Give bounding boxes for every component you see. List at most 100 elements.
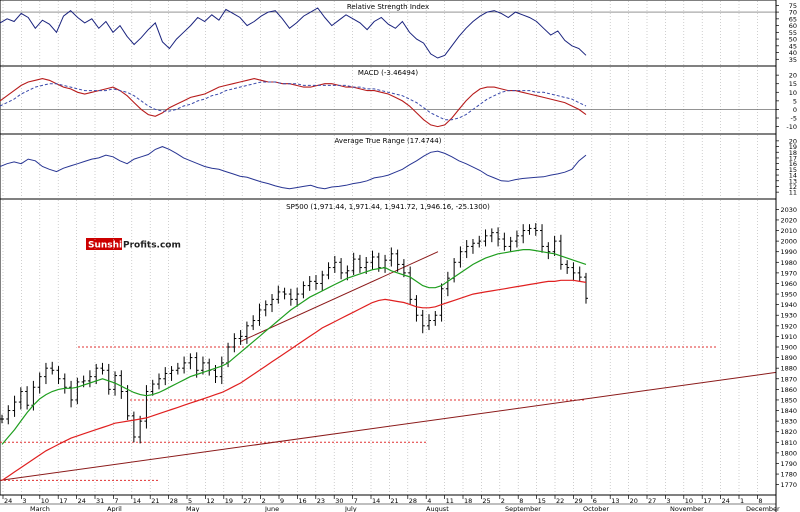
x-tick-label: 6: [593, 497, 597, 505]
x-month-label: August: [426, 505, 449, 512]
y-tick-label: 2000: [780, 238, 797, 246]
price-title: SP500 (1,971.44, 1,971.44, 1,941.72, 1,9…: [286, 203, 490, 211]
y-tick-label: -10: [786, 123, 797, 131]
y-tick-label: 1790: [780, 460, 797, 468]
x-month-label: December: [746, 505, 780, 512]
y-tick-label: 2010: [780, 227, 797, 235]
y-tick-label: 55: [789, 29, 797, 37]
y-tick-label: 1820: [780, 428, 797, 436]
x-axis: 24 3 10 17 24 31 7 14 21 28 5 12 19 27 2 9 16 23 30 7 14 21 28…: [0, 495, 780, 512]
y-tick-label: 5: [793, 97, 797, 105]
x-tick-label: 27: [648, 497, 656, 505]
logo-text-part2: Profits.com: [123, 241, 181, 251]
y-tick-label: 1950: [780, 291, 797, 299]
y-tick-label: 45: [789, 42, 797, 50]
y-tick-label: 20: [789, 72, 797, 80]
y-tick-label: 1780: [780, 471, 797, 479]
macd-pane-frame: [0, 65, 777, 135]
x-tick-label: 7: [114, 497, 118, 505]
x-tick-label: 23: [317, 497, 325, 505]
y-tick-label: 35: [789, 56, 797, 64]
y-tick-label: 1890: [780, 354, 797, 362]
y-tick-label: 19: [789, 143, 797, 151]
macd-title: MACD (-3.46494): [358, 69, 418, 77]
y-tick-label: 40: [789, 49, 797, 57]
x-tick-label: 10: [41, 497, 49, 505]
x-month-label: March: [30, 505, 50, 512]
x-tick-label: 21: [151, 497, 159, 505]
y-tick-label: 1970: [780, 269, 797, 277]
y-tick-label: 1860: [780, 386, 797, 394]
rsi-line: [0, 7, 587, 59]
x-tick-label: 29: [574, 497, 582, 505]
x-tick-label: 9: [280, 497, 284, 505]
x-tick-label: 14: [372, 497, 380, 505]
short-term-trend-line: [239, 251, 439, 343]
x-tick-label: 25: [482, 497, 490, 505]
x-tick-label: 4: [427, 497, 431, 505]
atr-pane: Average True Range (17.4744): [0, 133, 777, 200]
long-term-trend-line: [0, 371, 777, 481]
y-tick-label: 1980: [780, 259, 797, 267]
x-tick-label: 5: [188, 497, 192, 505]
x-month-label: October: [583, 505, 609, 512]
y-tick-label: 1900: [780, 344, 797, 352]
x-tick-label: 24: [78, 497, 86, 505]
macd-pane: MACD (-3.46494): [0, 65, 777, 135]
y-tick-label: 2030: [780, 206, 797, 214]
x-tick-label: 21: [390, 497, 398, 505]
x-tick-label: 18: [464, 497, 472, 505]
x-month-label: May: [186, 505, 200, 512]
x-tick-label: 7: [354, 497, 358, 505]
x-tick-label: 3: [22, 497, 26, 505]
x-tick-label: 19: [225, 497, 233, 505]
y-tick-label: 1840: [780, 407, 797, 415]
x-month-label: July: [344, 505, 357, 512]
y-tick-label: 1880: [780, 365, 797, 373]
logo-badge: [86, 238, 122, 250]
x-tick-label: 8: [758, 497, 762, 505]
rsi-title: Relative Strength Index: [347, 3, 429, 11]
x-month-label: September: [505, 505, 541, 512]
x-tick-label: 28: [170, 497, 178, 505]
y-tick-label: 1960: [780, 280, 797, 288]
y-tick-label: 17: [789, 154, 797, 162]
atr-title: Average True Range (17.4744): [335, 137, 442, 145]
sunshine-profits-logo: Sunshine Profits.com: [86, 238, 181, 251]
x-tick-label: 15: [538, 497, 546, 505]
x-tick-label: 27: [243, 497, 251, 505]
y-tick-label: 1920: [780, 322, 797, 330]
y-tick-label: 1850: [780, 396, 797, 404]
x-tick-label: 17: [703, 497, 711, 505]
x-tick-label: 16: [298, 497, 306, 505]
x-month-label: November: [670, 505, 704, 512]
y-tick-label: 1830: [780, 418, 797, 426]
y-tick-label: 15: [789, 80, 797, 88]
macd-line: [0, 78, 587, 128]
y-tick-label: 70: [789, 9, 797, 17]
y-tick-label: 1810: [780, 439, 797, 447]
y-tick-label: -5: [791, 115, 797, 123]
x-tick-label: 1: [740, 497, 744, 505]
y-tick-label: 1930: [780, 312, 797, 320]
x-tick-label: 8: [519, 497, 523, 505]
y-tick-label: 16: [789, 160, 797, 168]
x-tick-label: 2: [501, 497, 505, 505]
x-tick-label: 11: [446, 497, 454, 505]
x-tick-label: 13: [611, 497, 619, 505]
y-tick-label: 13: [789, 177, 797, 185]
x-month-label: June: [264, 505, 279, 512]
y-tick-label: 10: [789, 89, 797, 97]
y-tick-label: 20: [789, 137, 797, 145]
x-month-label: April: [107, 505, 122, 512]
y-tick-label: 1990: [780, 248, 797, 256]
x-tick-label: 31: [96, 497, 104, 505]
rsi-pane-frame: [0, 0, 777, 67]
y-tick-label: 65: [789, 15, 797, 23]
y-tick-label: 1870: [780, 375, 797, 383]
logo-text-part1: Sunshine: [88, 241, 135, 251]
x-tick-label: 14: [133, 497, 141, 505]
y-tick-label: 1910: [780, 333, 797, 341]
